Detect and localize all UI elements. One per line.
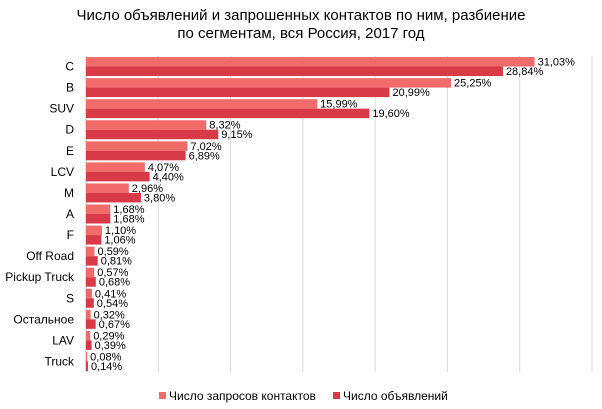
bar-listings bbox=[86, 150, 186, 161]
data-label-requests: 0,41% bbox=[95, 288, 126, 300]
data-label-requests: 0,29% bbox=[93, 330, 124, 342]
data-label-requests: 8,32% bbox=[209, 120, 240, 132]
bar-requests bbox=[86, 288, 92, 299]
bar-requests bbox=[86, 204, 111, 214]
category-label: B bbox=[66, 81, 74, 95]
data-label-requests: 15,99% bbox=[320, 99, 358, 111]
data-label-requests: 25,25% bbox=[454, 78, 492, 90]
legend-label-requests: Число запросов контактов bbox=[169, 389, 316, 403]
bar-listings bbox=[86, 277, 96, 287]
category-label: F bbox=[67, 228, 74, 242]
bar-requests bbox=[86, 351, 88, 362]
legend: Число запросов контактов Число объявлени… bbox=[159, 389, 448, 403]
bar-listings bbox=[86, 129, 219, 140]
data-label-requests: 31,03% bbox=[538, 57, 576, 69]
bars bbox=[86, 57, 535, 371]
data-label-listings: 0,81% bbox=[101, 256, 132, 268]
data-label-listings: 0,54% bbox=[97, 298, 128, 310]
data-label-requests: 1,10% bbox=[105, 225, 136, 237]
bar-listings bbox=[86, 192, 141, 203]
data-label-listings: 0,14% bbox=[91, 361, 122, 373]
bar-listings bbox=[86, 319, 96, 329]
data-label-listings: 0,39% bbox=[95, 340, 126, 352]
bar-requests bbox=[86, 78, 452, 88]
labels: C 31,03%28,84% B 25,25% 20,99% SUV 15,99% 19,60… bbox=[5, 57, 575, 373]
bar-listings bbox=[86, 298, 94, 308]
chart-title-line-2: по сегментам, вся Россия, 2017 год bbox=[177, 25, 424, 42]
data-label-requests: 0,59% bbox=[98, 246, 129, 258]
bar-requests bbox=[86, 309, 91, 320]
legend-swatch-requests bbox=[159, 392, 166, 399]
data-label-listings: 1,68% bbox=[113, 214, 144, 226]
bar-requests bbox=[86, 183, 129, 193]
category-label: M bbox=[64, 186, 74, 200]
category-label: A bbox=[66, 207, 74, 221]
category-label: C bbox=[65, 60, 74, 74]
bar-requests bbox=[86, 120, 207, 130]
bar-listings bbox=[86, 214, 111, 224]
category-label: Off Road bbox=[26, 249, 74, 263]
category-label: D bbox=[65, 123, 74, 137]
category-label: LAV bbox=[52, 333, 74, 347]
category-label: SUV bbox=[49, 102, 74, 116]
category-label: Truck bbox=[44, 354, 75, 368]
bar-listings bbox=[86, 235, 102, 245]
data-label-listings: 19,60% bbox=[372, 108, 410, 120]
data-label-requests: 2,96% bbox=[132, 183, 163, 195]
data-label-requests: 7,02% bbox=[190, 141, 221, 153]
bar-requests bbox=[86, 267, 95, 278]
bar-listings bbox=[86, 256, 98, 266]
legend-swatch-listings bbox=[333, 392, 340, 399]
bar-requests bbox=[86, 57, 535, 67]
data-label-listings: 4,40% bbox=[153, 171, 184, 183]
chart-title-line-1: Число объявлений и запрошенных контактов… bbox=[77, 7, 526, 24]
data-label-requests: 0,08% bbox=[90, 351, 121, 363]
data-label-listings: 0,68% bbox=[99, 277, 130, 289]
data-label-listings: 28,84% bbox=[506, 66, 544, 78]
bar-listings bbox=[86, 340, 92, 350]
bar-listings bbox=[86, 361, 89, 371]
data-label-listings: 3,80% bbox=[144, 192, 175, 204]
legend-label-listings: Число объявлений bbox=[343, 389, 448, 403]
data-label-requests: 4,07% bbox=[148, 162, 179, 174]
data-label-requests: 0,32% bbox=[94, 309, 125, 321]
data-label-listings: 6,89% bbox=[189, 150, 220, 162]
category-label: Pickup Truck bbox=[5, 270, 75, 284]
data-label-requests: 0,57% bbox=[97, 267, 128, 279]
data-label-listings: 0,67% bbox=[99, 319, 130, 331]
category-label: Остальное bbox=[13, 312, 74, 326]
category-label: E bbox=[66, 144, 74, 158]
bar-listings bbox=[86, 171, 150, 182]
bar-requests bbox=[86, 225, 102, 236]
bar-listings bbox=[86, 108, 370, 119]
data-label-requests: 1,68% bbox=[113, 204, 144, 216]
bar-requests bbox=[86, 141, 188, 151]
bar-requests bbox=[86, 99, 318, 109]
category-label: LCV bbox=[51, 165, 74, 179]
bar-listings bbox=[86, 87, 390, 98]
bar-requests bbox=[86, 246, 95, 257]
bar-requests bbox=[86, 330, 91, 341]
data-label-listings: 20,99% bbox=[392, 87, 430, 99]
bar-requests bbox=[86, 162, 145, 172]
category-label: S bbox=[66, 291, 74, 305]
bar-listings bbox=[86, 66, 503, 77]
data-label-listings: 9,15% bbox=[221, 129, 252, 141]
data-label-listings: 1,06% bbox=[104, 235, 135, 247]
